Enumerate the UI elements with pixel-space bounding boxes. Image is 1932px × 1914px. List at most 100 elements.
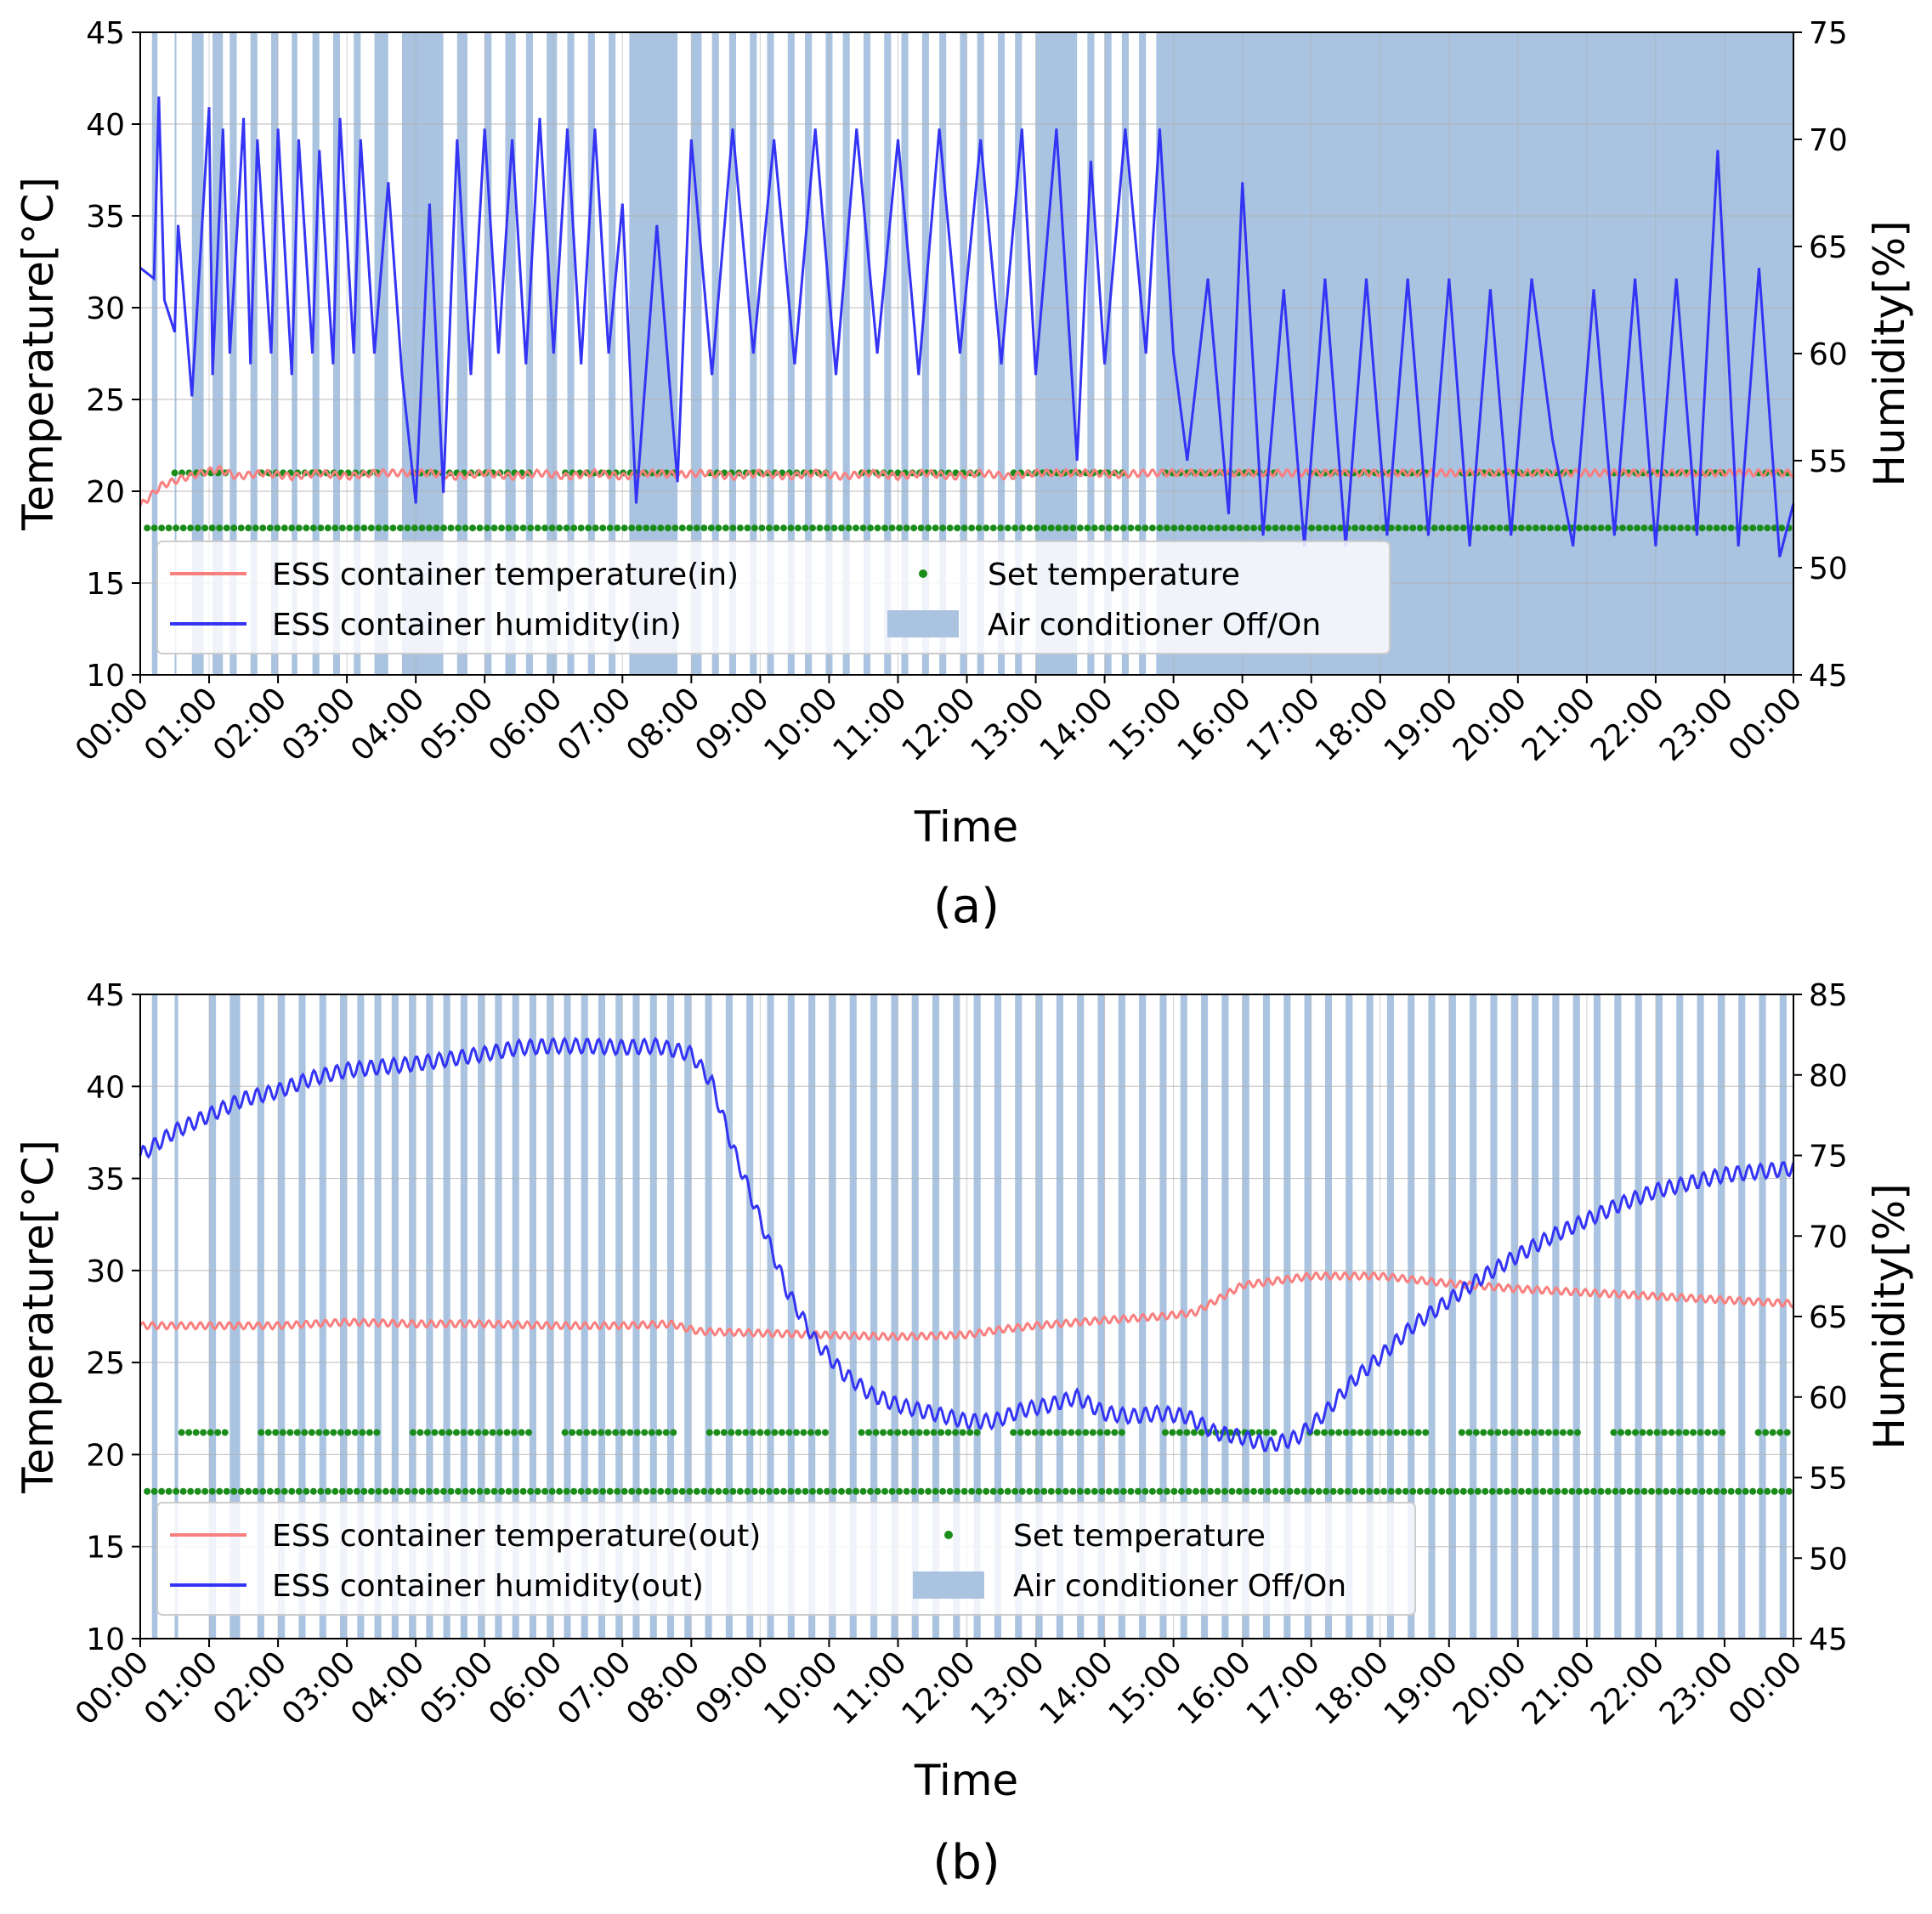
set-temp-point-a-0-34 xyxy=(389,524,397,532)
x-tick-label-b-4: 04:00 xyxy=(344,1645,431,1731)
set-temp-point-b-0-216 xyxy=(1706,1487,1714,1495)
set-temp-point-a-0-50 xyxy=(505,524,513,532)
set-temp-point-a-0-103 xyxy=(888,524,896,532)
set-temp-point-b-0-188 xyxy=(1503,1487,1510,1495)
set-temp-point-a-0-85 xyxy=(758,524,766,532)
set-temp-point-a-0-161 xyxy=(1308,524,1316,532)
set-temp-point-a-0-206 xyxy=(1634,524,1641,532)
set-temp-point-b-1-142 xyxy=(1472,1429,1480,1436)
set-temp-point-b-0-166 xyxy=(1344,1487,1351,1495)
set-temp-point-b-1-85 xyxy=(938,1429,945,1436)
set-temp-point-b-0-8 xyxy=(201,1487,209,1495)
x-tick-label-a-19: 19:00 xyxy=(1378,681,1465,767)
set-temp-point-b-0-113 xyxy=(960,1487,968,1495)
x-tick-label-a-15: 15:00 xyxy=(1102,681,1189,767)
set-temp-point-b-0-149 xyxy=(1221,1487,1229,1495)
set-temp-point-a-0-152 xyxy=(1243,524,1250,532)
set-temp-point-b-0-30 xyxy=(360,1487,368,1495)
set-temp-point-b-1-0 xyxy=(178,1429,185,1436)
set-temp-point-b-0-90 xyxy=(794,1487,802,1495)
set-temp-point-b-1-44 xyxy=(583,1429,591,1436)
aircon-on-bar-b-23 xyxy=(598,994,606,1639)
set-temp-point-b-1-51 xyxy=(633,1429,641,1436)
set-temp-point-a-0-129 xyxy=(1076,524,1084,532)
set-temp-point-b-0-221 xyxy=(1742,1487,1749,1495)
set-temp-point-b-1-24 xyxy=(409,1429,416,1436)
set-temp-point-b-1-129 xyxy=(1350,1429,1357,1436)
set-temp-point-b-0-105 xyxy=(903,1487,910,1495)
aircon-on-bar-b-24 xyxy=(615,994,623,1639)
set-temp-point-b-1-14 xyxy=(308,1429,315,1436)
x-tick-label-b-8: 08:00 xyxy=(620,1645,706,1731)
aircon-on-bar-b-55 xyxy=(1242,994,1249,1639)
set-temp-point-a-0-155 xyxy=(1265,524,1272,532)
set-temp-point-a-0-224 xyxy=(1764,524,1771,532)
aircon-on-bar-a-42 xyxy=(1104,32,1112,675)
aircon-on-bar-a-20 xyxy=(609,32,616,675)
y-left-tick-label-a-4: 30 xyxy=(86,292,125,326)
set-temp-point-b-0-104 xyxy=(896,1487,904,1495)
aircon-on-bar-b-37 xyxy=(870,994,878,1639)
set-temp-point-b-0-25 xyxy=(324,1487,331,1495)
y-left-tick-label-b-1: 15 xyxy=(86,1531,125,1566)
set-temp-point-b-1-40 xyxy=(525,1429,533,1436)
set-temp-point-a-0-69 xyxy=(643,524,650,532)
y-right-tick-label-a-1: 50 xyxy=(1809,552,1848,586)
set-temp-point-b-1-159 xyxy=(1624,1429,1632,1436)
set-temp-point-b-0-170 xyxy=(1373,1487,1380,1495)
aircon-on-bar-b-63 xyxy=(1408,994,1415,1639)
set-temp-point-b-0-53 xyxy=(527,1487,535,1495)
aircon-on-bar-b-34 xyxy=(808,994,816,1639)
set-temp-point-b-0-62 xyxy=(592,1487,599,1495)
set-temp-point-b-0-26 xyxy=(331,1487,339,1495)
set-temp-point-b-1-41 xyxy=(561,1429,569,1436)
aircon-on-bar-b-16 xyxy=(478,994,485,1639)
set-temp-point-b-0-80 xyxy=(722,1487,729,1495)
set-temp-point-b-1-169 xyxy=(1697,1429,1704,1436)
set-temp-point-b-0-163 xyxy=(1323,1487,1330,1495)
aircon-on-bar-a-2 xyxy=(191,32,204,675)
set-temp-point-b-0-72 xyxy=(664,1487,671,1495)
aircon-on-bar-a-23 xyxy=(711,32,719,675)
set-temp-point-a-0-77 xyxy=(700,524,708,532)
set-temp-point-b-0-57 xyxy=(556,1487,564,1495)
set-temp-point-b-0-96 xyxy=(838,1487,846,1495)
aircon-on-bar-a-36 xyxy=(960,32,967,675)
set-temp-point-b-0-123 xyxy=(1033,1487,1040,1495)
x-tick-label-a-13: 13:00 xyxy=(965,681,1051,767)
temperature-line-a xyxy=(139,465,1794,507)
set-temp-point-b-1-66 xyxy=(771,1429,779,1436)
set-temp-point-b-0-1 xyxy=(150,1487,158,1495)
set-temp-point-b-0-18 xyxy=(274,1487,281,1495)
set-temp-point-a-0-157 xyxy=(1279,524,1287,532)
set-temp-point-a-0-148 xyxy=(1214,524,1221,532)
set-temp-point-a-0-27 xyxy=(338,524,346,532)
set-temp-point-a-0-140 xyxy=(1156,524,1164,532)
set-temp-point-b-0-47 xyxy=(484,1487,491,1495)
aircon-on-bar-b-12 xyxy=(409,994,416,1639)
aircon-on-bar-b-70 xyxy=(1552,994,1560,1639)
legend-label-aircon-a: Air conditioner Off/On xyxy=(988,608,1321,643)
set-temp-point-b-1-26 xyxy=(423,1429,431,1436)
set-temp-point-b-0-134 xyxy=(1113,1487,1120,1495)
set-temp-point-b-1-45 xyxy=(590,1429,598,1436)
y-right-tick-label-a-4: 65 xyxy=(1809,230,1848,265)
set-temp-point-b-0-139 xyxy=(1148,1487,1156,1495)
set-temp-point-b-1-87 xyxy=(952,1429,960,1436)
set-temp-point-b-1-67 xyxy=(778,1429,785,1436)
set-temp-point-a-0-181 xyxy=(1453,524,1460,532)
set-temp-point-a-0-176 xyxy=(1416,524,1424,532)
set-temp-point-b-0-100 xyxy=(867,1487,875,1495)
set-temp-point-a-0-195 xyxy=(1554,524,1561,532)
set-temp-point-b-1-23 xyxy=(373,1429,381,1436)
set-temp-point-b-1-107 xyxy=(1161,1429,1169,1436)
set-temp-point-b-1-5 xyxy=(214,1429,222,1436)
set-temp-point-b-1-151 xyxy=(1538,1429,1545,1436)
aircon-on-bar-b-71 xyxy=(1572,994,1580,1639)
y-right-tick-label-b-7: 80 xyxy=(1809,1059,1848,1094)
set-temp-point-a-0-144 xyxy=(1185,524,1193,532)
aircon-on-bar-b-69 xyxy=(1532,994,1539,1639)
aircon-on-bar-a-17 xyxy=(547,32,558,675)
set-temp-point-a-0-49 xyxy=(498,524,506,532)
set-temp-point-b-0-168 xyxy=(1358,1487,1366,1495)
